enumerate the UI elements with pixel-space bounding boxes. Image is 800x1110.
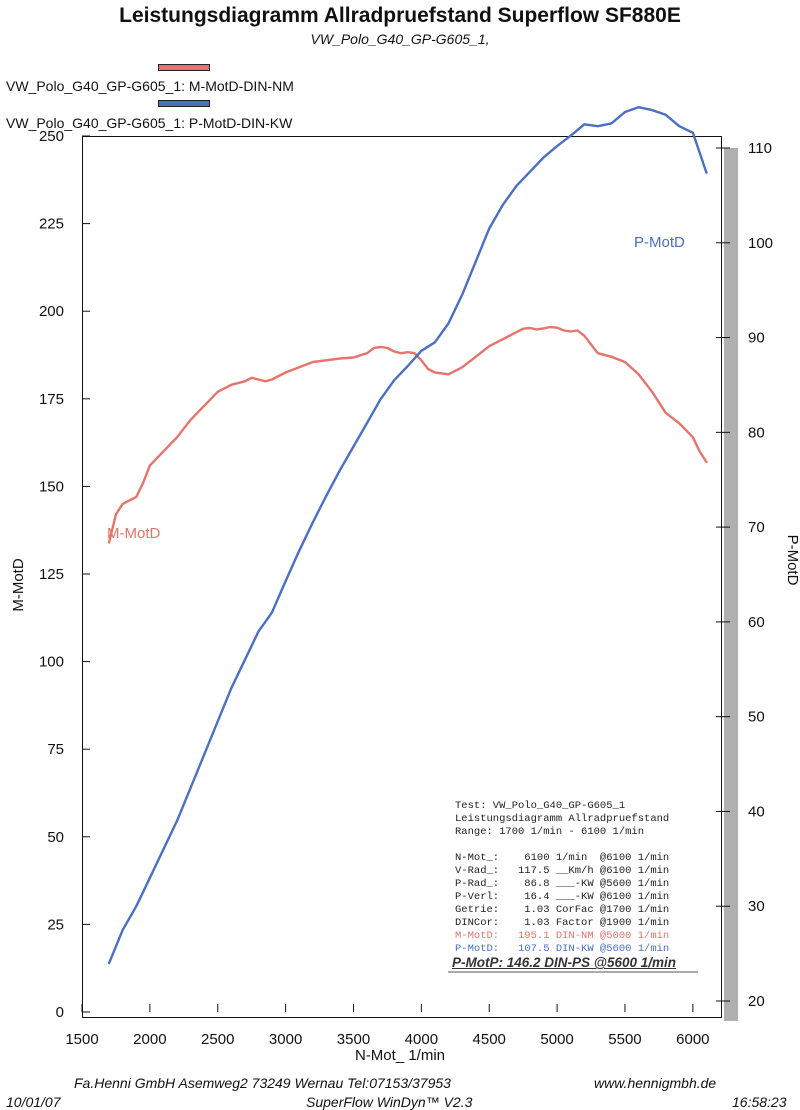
x-tick-label: 3500 [337,1031,370,1048]
chart-title: Leistungsdiagramm Allradpruefstand Super… [119,4,681,27]
x-tick-label: 2000 [133,1031,166,1048]
y-axis-label: M-MotD [10,558,27,611]
series-line-p-motd [107,105,708,965]
x-tick-label: 5500 [608,1031,641,1048]
y-tick-label: 25 [47,916,64,933]
info-test: Test: VW_Polo_G40_GP-G605_1 [455,800,626,812]
y2-tick-label: 80 [748,424,765,441]
x-tick-label: 4000 [405,1031,438,1048]
axis-shadow [724,148,738,1021]
chart-subtitle: VW_Polo_G40_GP-G605_1, [310,31,490,47]
y-tick-label: 75 [47,741,64,758]
y-tick-label: 100 [39,654,64,671]
info-row: N-Mot_: 6100 1/min @6100 1/min [455,852,670,864]
y-tick-label: 0 [56,1004,64,1021]
x-tick-label: 5000 [540,1031,573,1048]
y-tick-label: 150 [39,478,64,495]
info-row: P-Verl: 16.4 ___-KW @6100 1/min [455,891,670,903]
y2-tick-label: 110 [748,140,772,157]
footer-software: SuperFlow WinDyn™ V2.3 [306,1094,473,1110]
y-tick-label: 50 [47,829,64,846]
info-row: Getrie: 1.03 CorFac @1700 1/min [455,904,670,916]
legend-label-power: VW_Polo_G40_GP-G605_1: P-MotD-DIN-KW [6,115,293,131]
footer-date: 10/01/07 [6,1094,61,1110]
y2-tick-label: 30 [748,898,765,915]
x-tick-label: 4500 [473,1031,506,1048]
y2-tick-label: 50 [748,709,765,726]
y2-tick-label: 100 [748,235,773,252]
info-range: Range: 1700 1/min - 6100 1/min [455,826,645,838]
y-tick-label: 200 [39,303,64,320]
legend-swatch-power [158,100,210,107]
x-tick-label: 3000 [269,1031,302,1048]
footer-website: www.hennigmbh.de [594,1075,717,1091]
y2-tick-label: 70 [748,519,765,536]
y2-tick-label: 60 [748,614,765,631]
info-row-torque: M-MotD: 195.1 DIN-NM @5000 1/min [455,930,670,942]
x-tick-label: 1500 [65,1031,98,1048]
info-row: V-Rad_: 117.5 __Km/h @6100 1/min [455,865,670,877]
y2-tick-label: 40 [748,803,765,820]
legend-label-torque: VW_Polo_G40_GP-G605_1: M-MotD-DIN-NM [6,78,294,94]
legend-swatch-torque [158,64,210,71]
y2-axis-label: P-MotD [784,535,800,586]
y-tick-label: 250 [39,128,64,145]
info-desc: Leistungsdiagramm Allradpruefstand [455,813,670,825]
x-tick-label: 6000 [676,1031,709,1048]
footer-time: 16:58:23 [732,1094,787,1110]
info-row: DINCor: 1.03 Factor @1900 1/min [455,917,670,929]
x-axis-label: N-Mot_ 1/min [355,1047,445,1064]
y-tick-label: 125 [39,566,64,583]
series-line-m-motd [107,325,708,544]
y-tick-label: 225 [39,216,64,233]
plot-area [82,136,722,1018]
series-label-torque: M-MotD [107,525,160,542]
info-row: P-Rad_: 86.8 ___-KW @5600 1/min [455,878,670,890]
y2-tick-label: 20 [748,993,765,1010]
footer-company: Fa.Henni GmbH Asemweg2 73249 Wernau Tel:… [74,1075,451,1091]
y2-tick-label: 90 [748,330,765,347]
info-row-power: P-MotD: 107.5 DIN-KW @5600 1/min [455,943,670,955]
x-tick-label: 2500 [201,1031,234,1048]
series-label-power: P-MotD [634,234,685,251]
info-summary: P-MotP: 146.2 DIN-PS @5600 1/min [452,955,676,970]
y-tick-label: 175 [39,391,64,408]
